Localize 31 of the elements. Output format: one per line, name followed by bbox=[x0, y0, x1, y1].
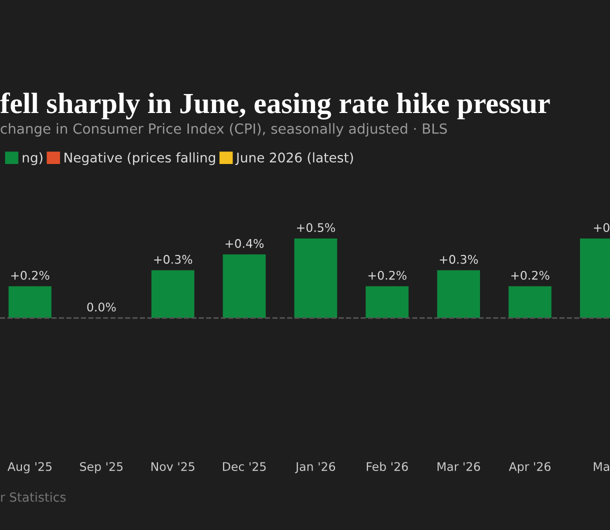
chart-subtitle: change in Consumer Price Index (CPI), seasonally adjusted · BLS bbox=[0, 123, 447, 137]
data-label: +0.2% bbox=[368, 270, 406, 280]
x-tick-label: Feb '26 bbox=[366, 462, 408, 472]
data-label: +0.4% bbox=[226, 239, 264, 248]
bar bbox=[222, 254, 266, 318]
data-label: 0.0% bbox=[87, 302, 116, 312]
x-tick-label: Jan '26 bbox=[294, 462, 336, 474]
x-tick-label: Dec '25 bbox=[223, 462, 266, 472]
data-label: +0.3% bbox=[440, 254, 478, 264]
data-label: +0.5% bbox=[297, 223, 336, 232]
text: r Statistics bbox=[1, 492, 66, 502]
data-label: +0 bbox=[594, 223, 610, 232]
legend-label: Negative (prices falling bbox=[64, 152, 216, 166]
x-tick-label: Aug '25 bbox=[8, 462, 52, 474]
bar bbox=[8, 286, 52, 318]
data-label: +0.2% bbox=[11, 270, 50, 280]
x-tick-label: Ma bbox=[594, 462, 610, 472]
x-tick-label: Sep '25 bbox=[80, 462, 123, 474]
data-label: +0.2% bbox=[511, 270, 550, 280]
x-tick-label: Mar '26 bbox=[438, 462, 480, 472]
x-tick-label: Apr '26 bbox=[508, 462, 550, 474]
legend-label: ng) bbox=[22, 152, 42, 166]
bar bbox=[508, 286, 552, 318]
bar bbox=[366, 286, 409, 318]
data-label: +0.3% bbox=[154, 254, 192, 264]
bar bbox=[294, 238, 338, 318]
legend-label: June 2026 (latest) bbox=[235, 152, 353, 165]
x-tick-label: Nov '25 bbox=[151, 462, 194, 472]
bar bbox=[151, 270, 194, 318]
chart-title: fell sharply in June, easing rate hike pressur bbox=[0, 92, 550, 120]
bar bbox=[437, 270, 480, 318]
